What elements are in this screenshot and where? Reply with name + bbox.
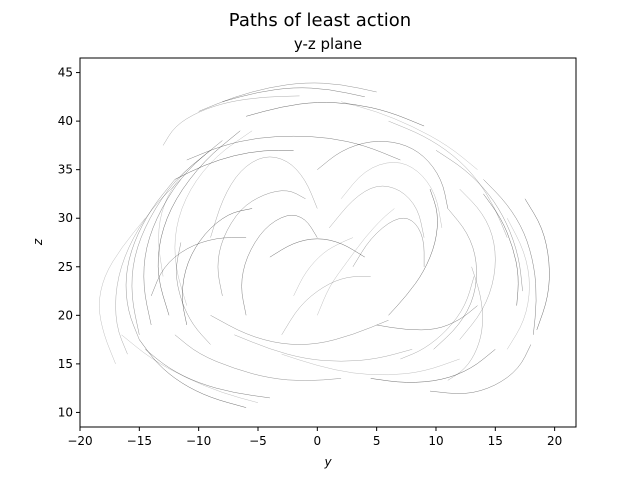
path-trace	[388, 189, 438, 316]
x-tick-label: 20	[547, 434, 562, 448]
path-trace	[145, 349, 270, 399]
path-trace	[234, 334, 413, 362]
path-trace	[131, 150, 211, 335]
path-trace	[483, 193, 519, 306]
path-trace	[376, 305, 478, 331]
x-tick-label: 15	[488, 434, 503, 448]
path-trace	[459, 188, 496, 340]
path-trace	[483, 179, 537, 335]
x-axis: −20 −15 −10 −5 0 5 10 15 20	[67, 427, 562, 448]
path-trace	[317, 208, 395, 316]
path-trace	[162, 95, 300, 146]
x-tick-label: 0	[314, 434, 322, 448]
path-trace	[524, 198, 550, 330]
y-tick-label: 45	[58, 66, 73, 80]
path-trace	[176, 242, 211, 345]
y-tick-label: 30	[58, 211, 73, 225]
path-trace	[115, 179, 182, 355]
y-tick-label: 35	[58, 163, 73, 177]
path-trace	[447, 266, 483, 381]
path-trace	[121, 334, 259, 403]
path-trace	[182, 208, 253, 326]
path-trace	[198, 82, 377, 112]
path-trace	[174, 130, 253, 306]
path-trace	[400, 276, 475, 360]
path-trace	[246, 102, 425, 127]
path-trace	[210, 156, 318, 238]
x-tick-label: −5	[249, 434, 267, 448]
path-trace	[433, 208, 477, 350]
x-tick-label: −10	[186, 434, 211, 448]
y-tick-label: 20	[58, 308, 73, 322]
paths-layer	[99, 82, 550, 408]
path-trace	[506, 218, 530, 350]
path-trace	[429, 344, 532, 394]
path-trace	[125, 179, 176, 340]
plot-frame	[79, 57, 577, 428]
path-trace	[281, 353, 460, 376]
x-tick-label: −20	[67, 434, 92, 448]
path-trace	[139, 339, 247, 408]
y-tick-label: 25	[58, 260, 73, 274]
y-axis-label: z	[31, 238, 45, 246]
path-trace	[186, 135, 401, 161]
path-trace	[388, 120, 508, 238]
path-trace	[241, 214, 318, 316]
x-tick-label: −15	[127, 434, 152, 448]
path-trace	[293, 237, 353, 297]
path-trace	[435, 150, 523, 292]
chart-suptitle: Paths of least action	[229, 10, 411, 31]
y-tick-label: 10	[58, 405, 73, 419]
path-trace	[174, 150, 294, 180]
chart-subtitle: y-z plane	[294, 35, 362, 53]
x-tick-label: 5	[373, 434, 381, 448]
path-trace	[340, 162, 443, 228]
path-trace	[329, 185, 425, 238]
y-axis: 10 15 20 25 30 35 40 45	[58, 66, 80, 419]
path-trace	[157, 130, 241, 316]
path-trace	[222, 87, 365, 102]
path-trace	[210, 315, 389, 345]
path-trace	[217, 190, 306, 296]
path-trace	[269, 238, 365, 258]
x-tick-label: 10	[428, 434, 443, 448]
path-trace	[352, 217, 425, 267]
path-trace	[341, 101, 478, 170]
y-tick-label: 15	[58, 357, 73, 371]
path-trace	[158, 154, 205, 277]
path-trace	[317, 141, 449, 209]
path-trace	[370, 349, 496, 383]
path-trace	[281, 276, 371, 335]
path-trace	[174, 334, 342, 381]
x-axis-label: y	[323, 455, 332, 469]
y-tick-label: 40	[58, 114, 73, 128]
path-trace	[143, 140, 223, 326]
path-trace	[150, 237, 247, 296]
path-trace	[99, 218, 146, 364]
